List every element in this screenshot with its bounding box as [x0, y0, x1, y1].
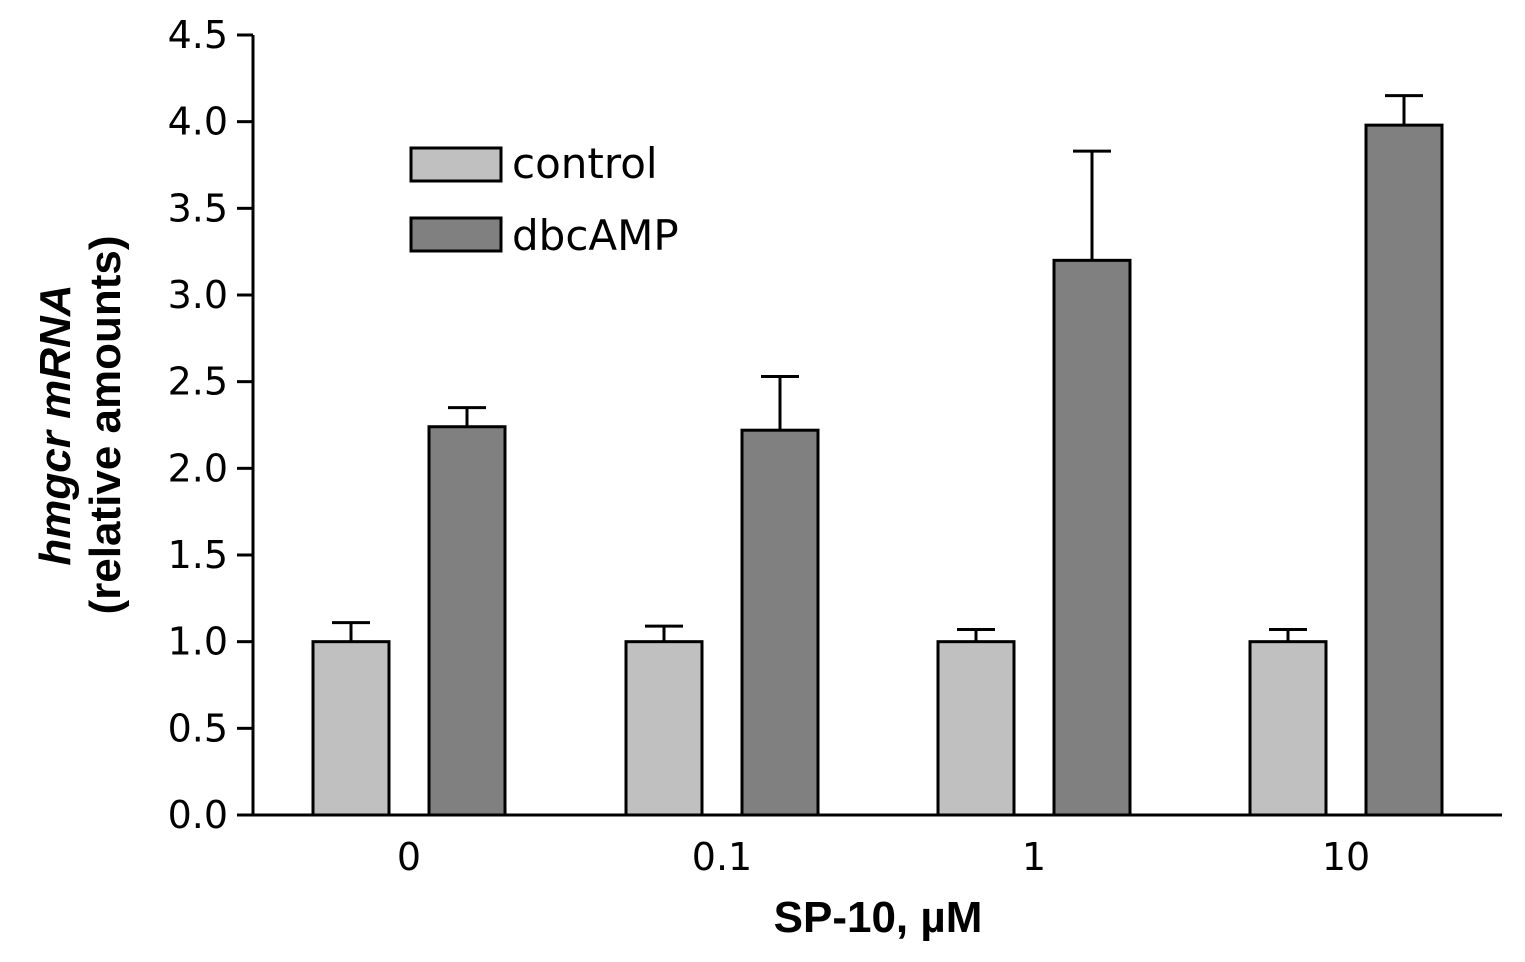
x-axis-title: SP-10, µM	[774, 893, 983, 942]
y-tick-label: 1.5	[168, 533, 228, 577]
y-tick-label: 3.5	[168, 186, 228, 230]
y-tick-label: 0.5	[168, 706, 228, 750]
y-tick-label: 4.5	[168, 13, 228, 57]
x-ticks: 0 0.1 1 10	[397, 835, 1370, 879]
legend-swatch-dbcamp	[409, 216, 503, 253]
x-tick-label: 0.1	[692, 835, 752, 879]
x-tick-label: 10	[1322, 835, 1370, 879]
y-tick-label: 4.0	[168, 100, 228, 144]
bar-dbcamp	[1052, 258, 1132, 817]
bar-dbcamp	[427, 425, 507, 817]
legend: control dbcAMP	[409, 139, 679, 260]
x-tick-label: 1	[1022, 835, 1046, 879]
bar-dbcamp	[1364, 123, 1444, 817]
error-bars-layer	[332, 94, 1423, 642]
y-ticks: 0.0 0.5 1.0 1.5 2.0 2.5 3.0 3.5 4.0 4.5	[168, 13, 253, 837]
legend-label-control: control	[512, 139, 658, 188]
y-axis-title-line2: (relative amounts)	[81, 236, 130, 615]
bar-dbcamp	[740, 428, 820, 817]
bar-control	[936, 640, 1016, 817]
y-tick-label: 3.0	[168, 273, 228, 317]
y-tick-label: 2.0	[168, 446, 228, 490]
y-tick-label: 0.0	[168, 793, 228, 837]
y-axis-title-line1: hmgcr mRNA	[31, 284, 80, 565]
legend-swatch-control	[409, 146, 503, 183]
legend-label-dbcamp: dbcAMP	[512, 211, 679, 260]
y-tick-label: 2.5	[168, 360, 228, 404]
x-tick-label: 0	[397, 835, 421, 879]
bars-layer	[311, 123, 1444, 817]
bar-control	[1248, 640, 1328, 817]
bar-control	[624, 640, 704, 817]
bar-control	[311, 640, 391, 817]
y-axis-title: hmgcr mRNA (relative amounts)	[31, 236, 130, 615]
y-tick-label: 1.0	[168, 620, 228, 664]
